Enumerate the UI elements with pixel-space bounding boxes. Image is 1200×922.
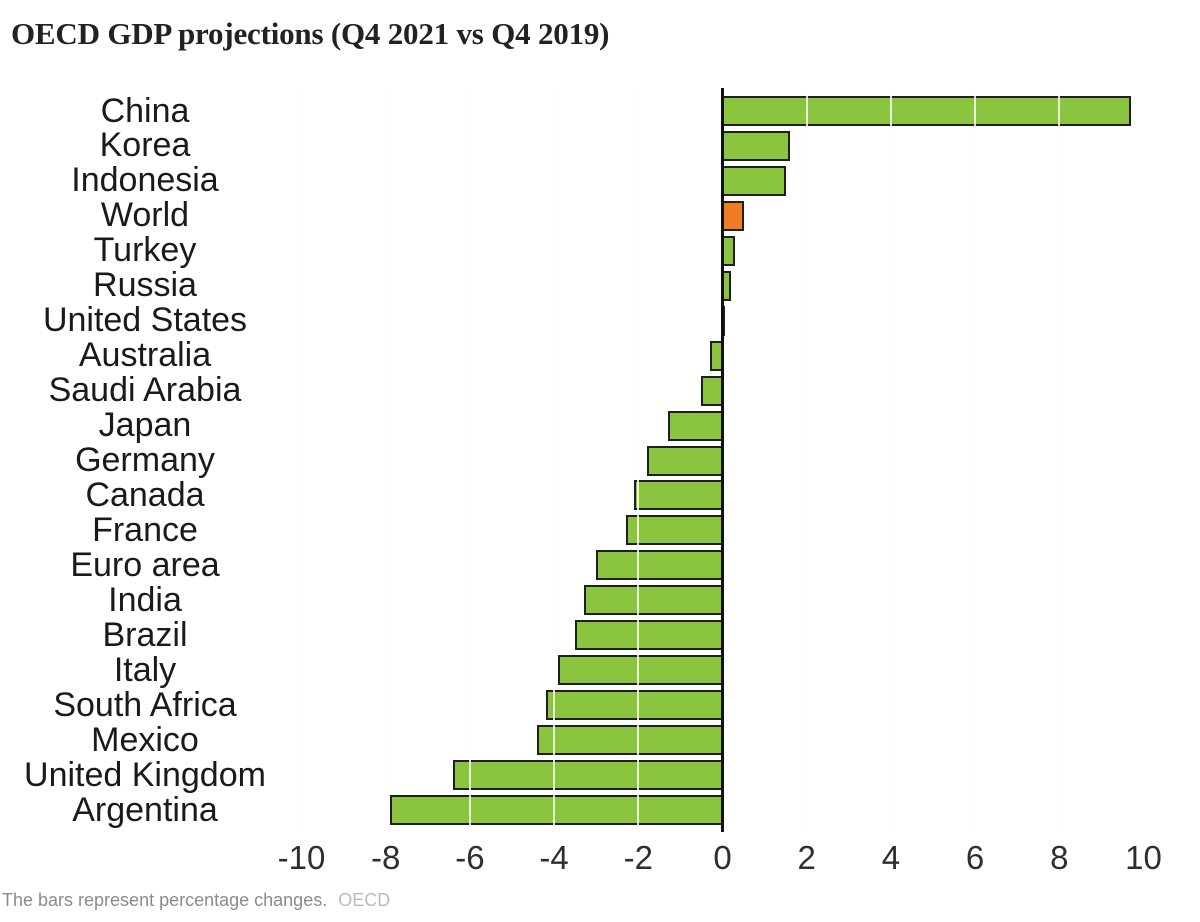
x-tick-label--6: -6 bbox=[455, 839, 485, 876]
row-label-euro-area: Euro area bbox=[70, 545, 220, 584]
bar-euro-area bbox=[596, 550, 724, 581]
row-label-korea: Korea bbox=[99, 126, 191, 165]
x-tick-label--4: -4 bbox=[539, 839, 569, 876]
gridline-8 bbox=[1058, 88, 1061, 832]
row-label-germany: Germany bbox=[75, 441, 215, 479]
gridline-4 bbox=[889, 88, 892, 832]
row-label-brazil: Brazil bbox=[102, 615, 188, 654]
zero-axis-line bbox=[721, 88, 724, 832]
row-label-china: China bbox=[100, 91, 190, 130]
bar-france bbox=[625, 515, 724, 546]
x-tick-label-8: 8 bbox=[1050, 839, 1069, 876]
bar-china bbox=[721, 96, 1131, 126]
row-label-united-kingdom: United Kingdom bbox=[24, 755, 266, 794]
bar-germany bbox=[646, 445, 724, 476]
bar-mexico bbox=[537, 725, 724, 756]
bar-united-kingdom bbox=[453, 760, 724, 791]
gridline--6 bbox=[468, 88, 471, 832]
bar-korea bbox=[721, 130, 790, 161]
row-label-indonesia: Indonesia bbox=[71, 161, 219, 200]
gridline-6 bbox=[974, 88, 977, 832]
bar-world bbox=[721, 200, 744, 231]
gridline--8 bbox=[384, 88, 387, 832]
gridline-2 bbox=[805, 88, 808, 832]
row-label-mexico: Mexico bbox=[91, 720, 199, 759]
source-label: OECD bbox=[338, 890, 391, 910]
chart-footnote: The bars represent percentage changes. O… bbox=[2, 888, 390, 912]
row-label-russia: Russia bbox=[93, 266, 197, 305]
bar-japan bbox=[667, 410, 724, 441]
x-tick-label-0: 0 bbox=[713, 839, 732, 876]
gridline-10 bbox=[1142, 88, 1145, 832]
bar-brazil bbox=[575, 620, 724, 651]
footnote-text: The bars represent percentage changes. bbox=[2, 890, 328, 910]
row-label-italy: Italy bbox=[113, 650, 177, 689]
x-tick-label--2: -2 bbox=[623, 839, 653, 876]
bar-india bbox=[583, 585, 724, 616]
gridline--2 bbox=[637, 88, 640, 832]
row-label-australia: Australia bbox=[78, 336, 212, 375]
row-label-argentina: Argentina bbox=[72, 790, 218, 829]
row-label-turkey: Turkey bbox=[93, 231, 197, 270]
bar-indonesia bbox=[721, 165, 786, 196]
gridline--4 bbox=[553, 88, 556, 832]
row-label-canada: Canada bbox=[85, 475, 205, 514]
x-tick-label--10: -10 bbox=[277, 839, 326, 876]
row-label-india: India bbox=[108, 580, 182, 619]
gridline--10 bbox=[300, 88, 303, 832]
row-label-france: France bbox=[92, 510, 198, 549]
x-tick-label-10: 10 bbox=[1125, 839, 1162, 876]
row-label-south-africa: South Africa bbox=[53, 685, 237, 724]
row-label-united-states: United States bbox=[42, 301, 248, 340]
x-tick-label--8: -8 bbox=[371, 839, 401, 876]
row-label-world: World bbox=[100, 196, 190, 235]
row-label-japan: Japan bbox=[98, 406, 192, 445]
x-tick-label-4: 4 bbox=[881, 839, 901, 876]
bar-canada bbox=[634, 480, 724, 511]
x-tick-label-2: 2 bbox=[797, 839, 816, 876]
x-tick-label-6: 6 bbox=[965, 839, 985, 876]
bar-argentina bbox=[389, 795, 724, 825]
bar-south-africa bbox=[545, 690, 724, 721]
row-label-saudi-arabia: Saudi Arabia bbox=[48, 371, 242, 410]
bar-italy bbox=[558, 655, 724, 686]
chart-title: OECD GDP projections (Q4 2021 vs Q4 2019… bbox=[11, 16, 610, 51]
